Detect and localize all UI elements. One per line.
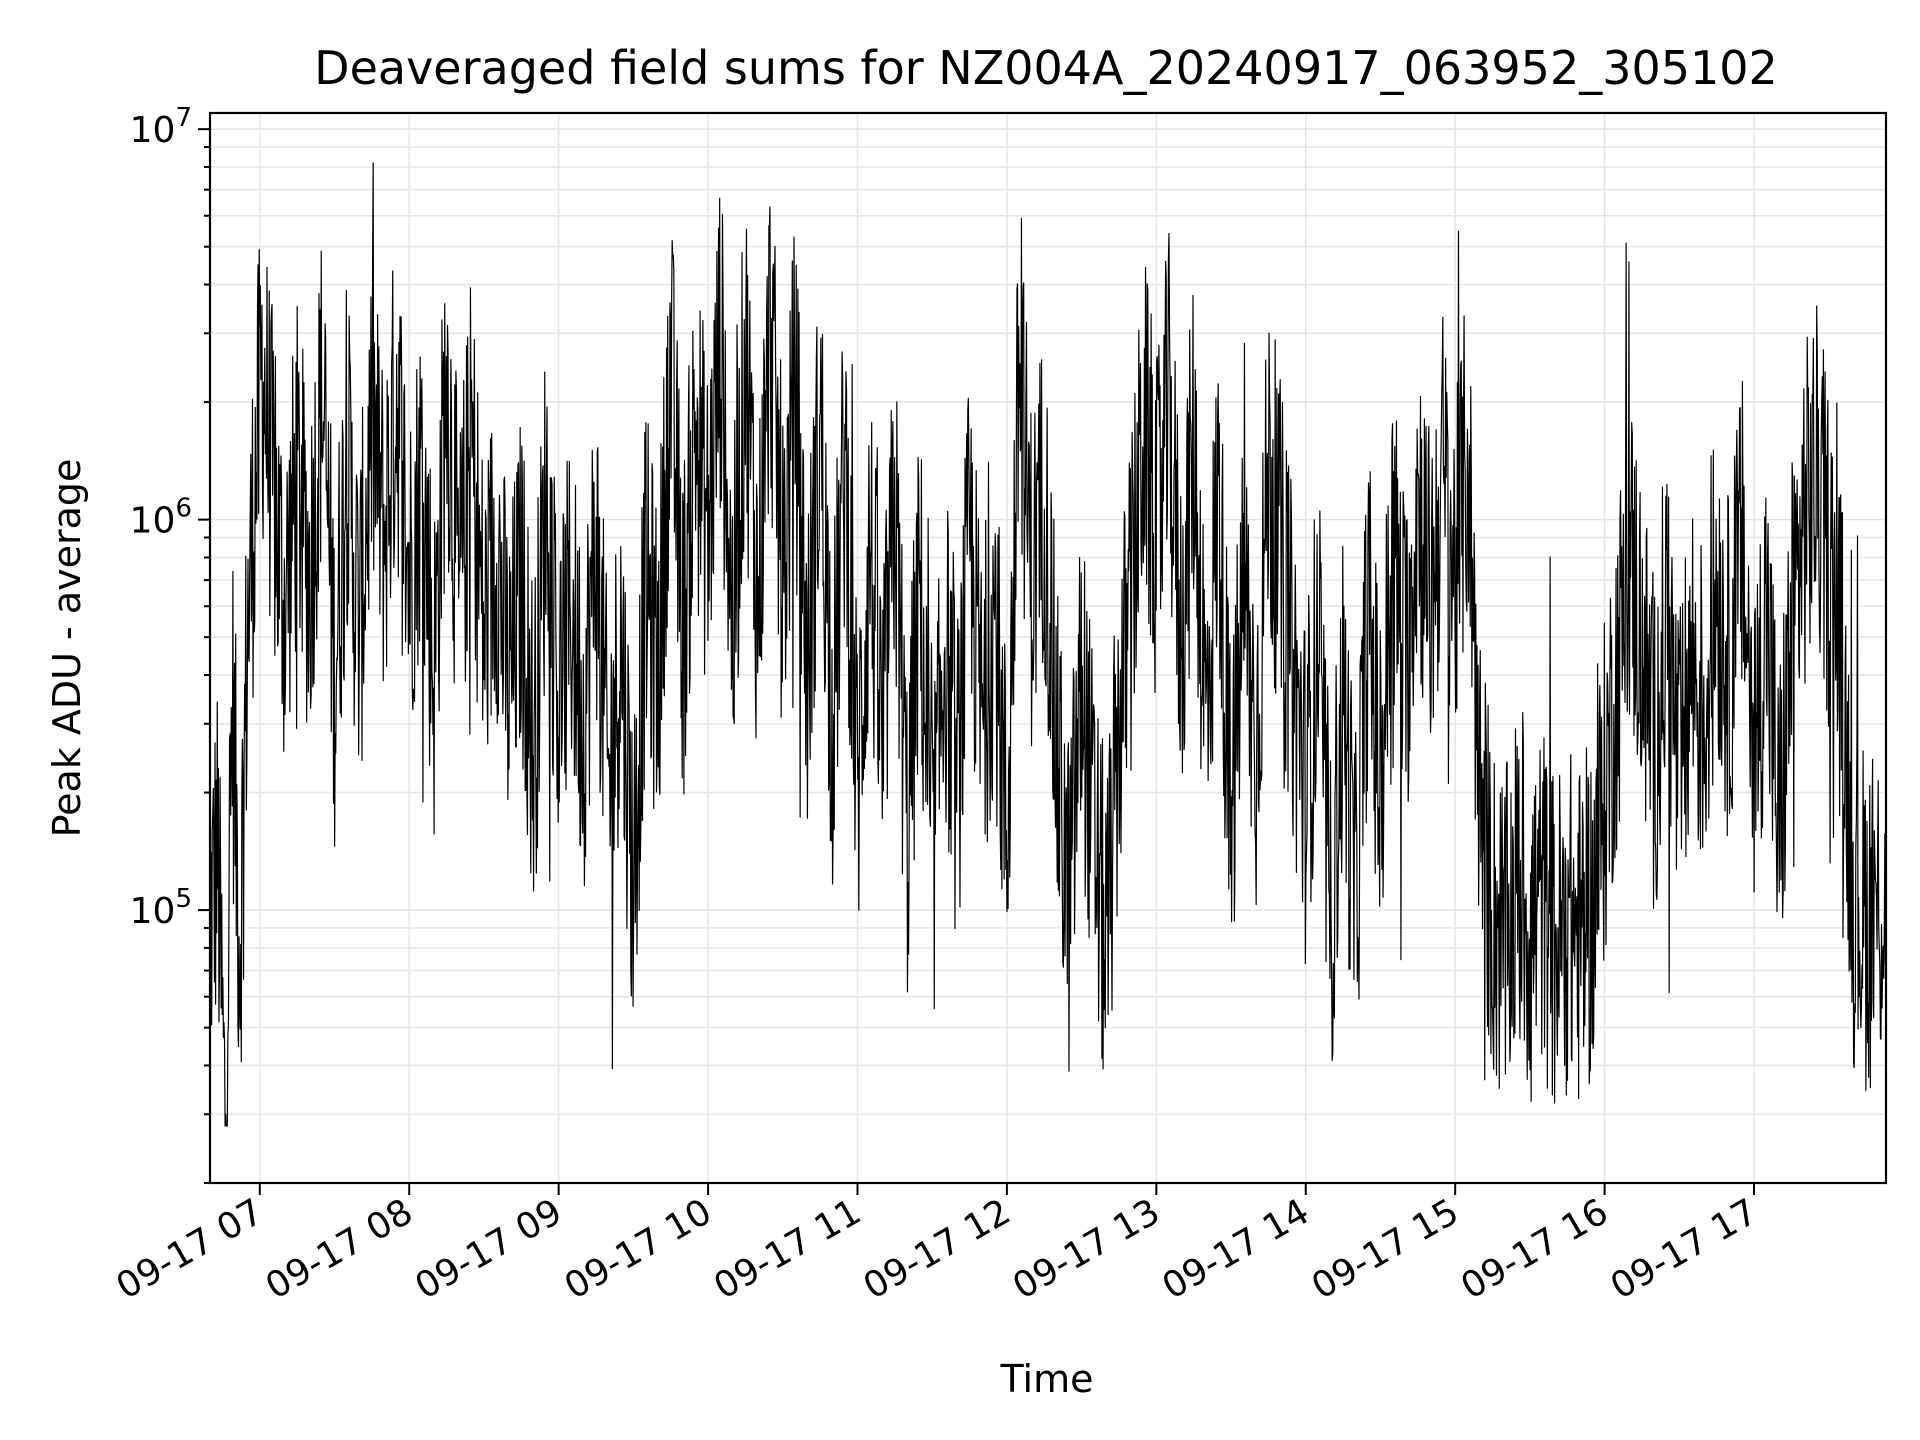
- y-tick-label: 107: [130, 103, 192, 151]
- chart-title: Deaveraged field sums for NZ004A_2024091…: [314, 41, 1778, 95]
- series-layer: [209, 162, 1887, 1127]
- y-tick-label: 106: [130, 494, 192, 542]
- y-axis: 105 106 107: [130, 103, 210, 1184]
- y-tick-label: 105: [130, 884, 192, 932]
- series-line: [209, 162, 1887, 1127]
- x-axis-label: Time: [1000, 1357, 1094, 1401]
- plot-frame: [208, 111, 1888, 1185]
- y-axis-label: Peak ADU - average: [45, 459, 89, 838]
